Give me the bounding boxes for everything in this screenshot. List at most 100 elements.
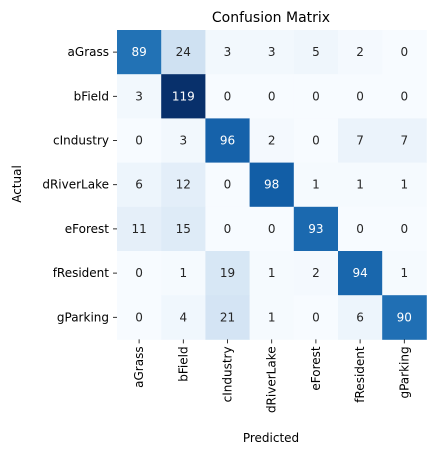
cell-value-label: 0: [135, 134, 143, 148]
heatmap-cell: [117, 30, 162, 75]
heatmap-cell: [161, 162, 206, 208]
cell-value-label: 4: [179, 310, 187, 324]
heatmap-cell: [382, 74, 427, 119]
x-axis-title: Predicted: [243, 431, 299, 445]
x-tick-label: bField: [176, 346, 190, 381]
cell-value-label: 3: [268, 45, 276, 59]
heatmap-cell: [382, 295, 427, 340]
heatmap-cell: [161, 118, 206, 163]
cell-value-label: 0: [224, 89, 232, 103]
cell-value-label: 96: [220, 134, 235, 148]
heatmap-cell: [382, 30, 427, 75]
heatmap-cell: [382, 118, 427, 163]
cell-value-label: 0: [224, 222, 232, 236]
heatmap-cell: [338, 206, 383, 252]
heatmap-cell: [338, 251, 383, 296]
heatmap-cell: [382, 162, 427, 208]
y-tick-label: eForest: [65, 222, 110, 236]
heatmap-cell: [205, 118, 250, 163]
y-tick-labels: aGrass bField cIndustry dRiverLake eForest fR…: [42, 45, 117, 324]
cell-value-label: 0: [356, 89, 364, 103]
heatmap-cell: [117, 74, 162, 119]
heatmap-cell: [338, 118, 383, 163]
heatmap-cell: [161, 74, 206, 119]
cell-value-label: 6: [356, 310, 364, 324]
cell-value-label: 1: [268, 310, 276, 324]
cell-value-label: 90: [397, 310, 412, 324]
cell-value-label: 5: [312, 45, 320, 59]
heatmap-cell: [293, 251, 339, 296]
y-tick-label: gParking: [57, 310, 109, 324]
heatmap-cell: [338, 30, 383, 75]
cell-value-label: 1: [312, 178, 320, 192]
y-tick-label: cIndustry: [53, 134, 109, 148]
cell-value-label: 0: [268, 222, 276, 236]
cell-value-label: 0: [224, 178, 232, 192]
x-tick-label: dRiverLake: [265, 346, 279, 413]
y-tick-label: aGrass: [68, 45, 109, 59]
y-axis-title: Actual: [10, 165, 24, 203]
heatmap-cell: [161, 295, 206, 340]
heatmap-cell: [249, 30, 295, 75]
heatmap-cell: [117, 162, 162, 208]
heatmap-cell: [117, 295, 162, 340]
cell-value-label: 0: [400, 45, 408, 59]
cell-value-label: 0: [312, 310, 320, 324]
cell-value-label: 1: [400, 178, 408, 192]
heatmap-cell: [205, 30, 250, 75]
cell-value-label: 1: [268, 266, 276, 280]
x-tick-labels: aGrass bField cIndustry dRiverLake eForest fR…: [132, 339, 411, 413]
x-tick-label: aGrass: [132, 346, 146, 387]
x-tick-label: eForest: [309, 346, 323, 391]
cell-value-label: 3: [135, 89, 143, 103]
cell-value-label: 7: [400, 134, 408, 148]
cell-value-label: 0: [135, 310, 143, 324]
heatmap-cell: [249, 118, 295, 163]
cell-value-label: 119: [172, 89, 195, 103]
heatmap-cell: [293, 162, 339, 208]
cell-value-label: 89: [131, 45, 146, 59]
heatmap-cell: [293, 295, 339, 340]
heatmap-cell: [382, 206, 427, 252]
heatmap-cell: [205, 295, 250, 340]
x-tick-label: cIndustry: [221, 346, 235, 402]
heatmap-cell: [205, 251, 250, 296]
cell-value-label: 15: [176, 222, 191, 236]
heatmap-cell: [338, 295, 383, 340]
cell-value-label: 0: [356, 222, 364, 236]
heatmap-cell: [117, 251, 162, 296]
cell-value-label: 11: [131, 222, 146, 236]
heatmap-cell: [338, 162, 383, 208]
x-tick-label: gParking: [397, 346, 411, 398]
cell-value-label: 0: [400, 222, 408, 236]
heatmap-cell: [249, 206, 295, 252]
heatmap-cell: [117, 206, 162, 252]
heatmap-cell: [205, 162, 250, 208]
cell-value-label: 6: [135, 178, 143, 192]
cell-value-label: 0: [312, 89, 320, 103]
cell-value-label: 0: [400, 89, 408, 103]
y-tick-label: fResident: [53, 266, 110, 280]
heatmap-cell: [161, 30, 206, 75]
cell-value-label: 93: [308, 222, 323, 236]
cell-value-label: 0: [135, 266, 143, 280]
cell-value-label: 94: [352, 266, 367, 280]
cell-value-label: 1: [179, 266, 187, 280]
cell-value-label: 3: [179, 134, 187, 148]
heatmap-cell: [338, 74, 383, 119]
x-tick-label: fResident: [353, 346, 367, 403]
cell-value-label: 12: [176, 178, 191, 192]
cell-value-label: 3: [224, 45, 232, 59]
cell-value-label: 0: [268, 89, 276, 103]
heatmap-cell: [249, 295, 295, 340]
cell-value-label: 1: [356, 178, 364, 192]
cell-value-label: 98: [264, 178, 279, 192]
cell-value-label: 1: [400, 266, 408, 280]
heatmap-cell: [293, 206, 339, 252]
heatmap-cell: [205, 206, 250, 252]
heatmap-cell: [293, 118, 339, 163]
cell-value-label: 2: [312, 266, 320, 280]
cell-value-label: 7: [356, 134, 364, 148]
heatmap-cell: [117, 118, 162, 163]
